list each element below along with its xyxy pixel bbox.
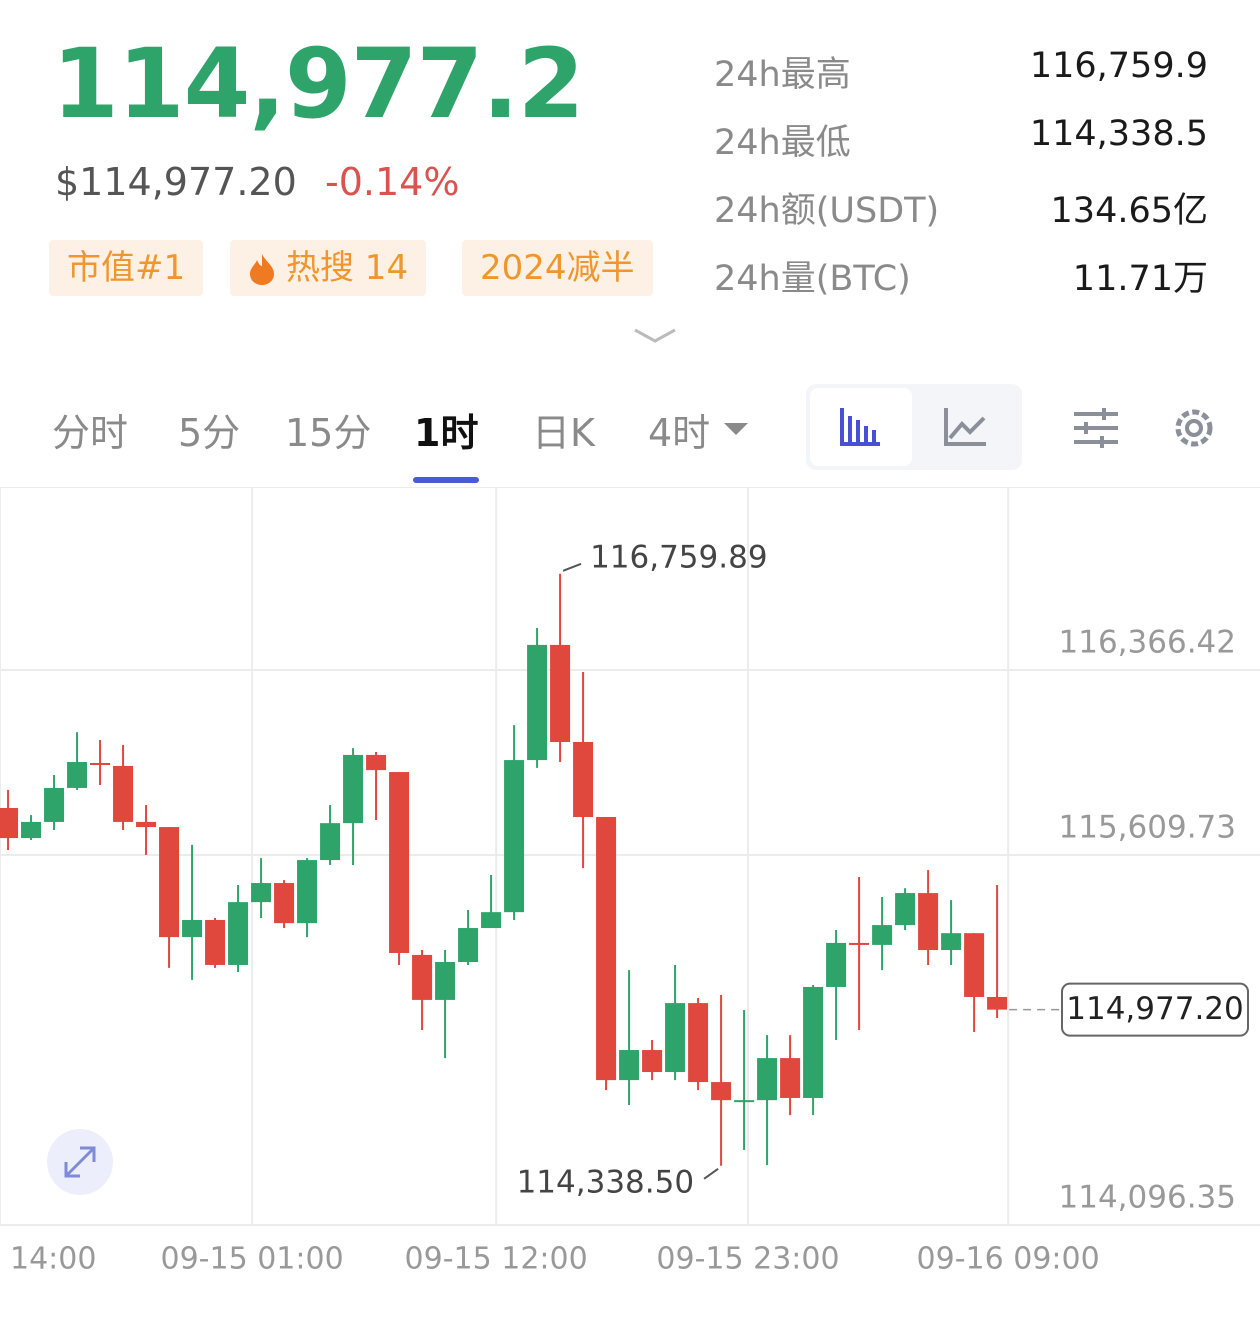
candle-body bbox=[205, 919, 226, 965]
expand-chevron[interactable] bbox=[632, 326, 678, 346]
high-label: 116,759.89 bbox=[590, 539, 768, 575]
candle-body bbox=[941, 933, 962, 951]
candle-body bbox=[412, 954, 433, 1000]
candle-body bbox=[435, 962, 456, 1000]
tab[interactable]: 4时 bbox=[648, 411, 711, 455]
candle-body bbox=[159, 827, 180, 938]
candle-body bbox=[711, 1082, 732, 1101]
candle-body bbox=[826, 942, 847, 987]
usd-price: $114,977.20 bbox=[55, 160, 297, 204]
settings-gear[interactable] bbox=[1170, 404, 1218, 452]
candle-body bbox=[895, 893, 916, 926]
stat-label: 24h最高 bbox=[714, 55, 851, 95]
tab-active[interactable]: 1时 bbox=[414, 411, 479, 455]
candle-icon bbox=[840, 408, 880, 446]
candle-body bbox=[757, 1058, 778, 1101]
last-price-box bbox=[1061, 982, 1249, 1037]
stat-label: 24h额(USDT) bbox=[714, 191, 940, 231]
candle-body bbox=[619, 1050, 640, 1081]
chart: 114,096.35 115,609.73 116,366.42 14:00 09-15… bbox=[0, 487, 1260, 1277]
candle-body bbox=[803, 986, 824, 1098]
candle-body bbox=[550, 644, 571, 742]
candle-body bbox=[320, 823, 341, 861]
candle-body bbox=[21, 821, 42, 839]
candle-body bbox=[90, 763, 111, 766]
candle-body bbox=[734, 1100, 755, 1103]
stat-value: 134.65亿 bbox=[1050, 191, 1208, 231]
settings-sliders[interactable] bbox=[1072, 408, 1120, 448]
candle-body bbox=[665, 1003, 686, 1073]
stat-value: 116,759.9 bbox=[1029, 46, 1208, 86]
dropdown-arrow bbox=[724, 423, 748, 435]
candle-body bbox=[228, 902, 249, 965]
candle-body bbox=[573, 741, 594, 818]
x-tick-label: 09-15 01:00 bbox=[161, 1242, 344, 1277]
y-tick-label: 116,366.42 bbox=[1059, 625, 1237, 661]
candle-body bbox=[458, 928, 479, 963]
candle-body bbox=[688, 1003, 709, 1083]
candle-body bbox=[527, 644, 548, 761]
candle-body bbox=[113, 765, 134, 822]
low-label: 114,338.50 bbox=[517, 1164, 695, 1200]
candle-body bbox=[964, 933, 985, 997]
stat-value: 114,338.5 bbox=[1029, 114, 1208, 154]
candle-body bbox=[297, 860, 318, 924]
stat-label: 24h最低 bbox=[714, 123, 851, 163]
chart-type-active[interactable] bbox=[810, 388, 912, 466]
y-tick-label: 115,609.73 bbox=[1059, 810, 1237, 846]
candle-body bbox=[596, 817, 617, 1081]
tab[interactable]: 5分 bbox=[178, 411, 241, 455]
x-tick-label: 14:00 bbox=[10, 1242, 96, 1277]
tag-text: 热搜 14 bbox=[286, 248, 409, 288]
y-tick-label: 114,096.35 bbox=[1059, 1180, 1237, 1216]
last-price: 114,977.2 bbox=[52, 28, 585, 140]
last-price-label: 114,977.20 bbox=[1066, 991, 1244, 1027]
candle-body bbox=[849, 942, 870, 945]
candle-body bbox=[987, 996, 1008, 1010]
tag[interactable]: 市值#1 bbox=[49, 240, 204, 296]
tab[interactable]: 15分 bbox=[285, 411, 372, 455]
candle-body bbox=[136, 821, 157, 828]
low-pointer bbox=[703, 1167, 719, 1180]
stat-label: 24h量(BTC) bbox=[714, 259, 911, 299]
fullscreen-icon bbox=[64, 1146, 96, 1178]
tab[interactable]: 分时 bbox=[52, 411, 129, 455]
candle-body bbox=[366, 754, 387, 771]
candle-body bbox=[67, 762, 88, 788]
stat-value: 11.71万 bbox=[1072, 259, 1208, 299]
x-tick-label: 09-15 12:00 bbox=[405, 1242, 588, 1277]
candle-body bbox=[780, 1058, 801, 1098]
candle-body bbox=[343, 754, 364, 824]
tab-underline bbox=[413, 477, 479, 483]
candle-body bbox=[872, 925, 893, 945]
candle-body bbox=[918, 893, 939, 951]
tab[interactable]: 日K bbox=[532, 411, 595, 455]
candle-body bbox=[0, 807, 19, 839]
change: -0.14% bbox=[325, 160, 460, 204]
candle-body bbox=[504, 760, 525, 913]
fire-icon bbox=[250, 254, 274, 285]
candle-body bbox=[251, 883, 272, 903]
candle-body bbox=[274, 883, 295, 924]
x-tick-label: 09-15 23:00 bbox=[656, 1242, 839, 1277]
x-tick-label: 09-16 09:00 bbox=[917, 1242, 1100, 1277]
candle-body bbox=[182, 919, 203, 938]
candle-body bbox=[481, 912, 502, 929]
candle-body bbox=[642, 1050, 663, 1073]
candle-body bbox=[44, 787, 65, 822]
high-pointer bbox=[562, 562, 582, 572]
line-icon[interactable] bbox=[942, 406, 988, 448]
tag[interactable]: 2024减半 bbox=[462, 240, 653, 296]
candle-body bbox=[389, 772, 410, 953]
